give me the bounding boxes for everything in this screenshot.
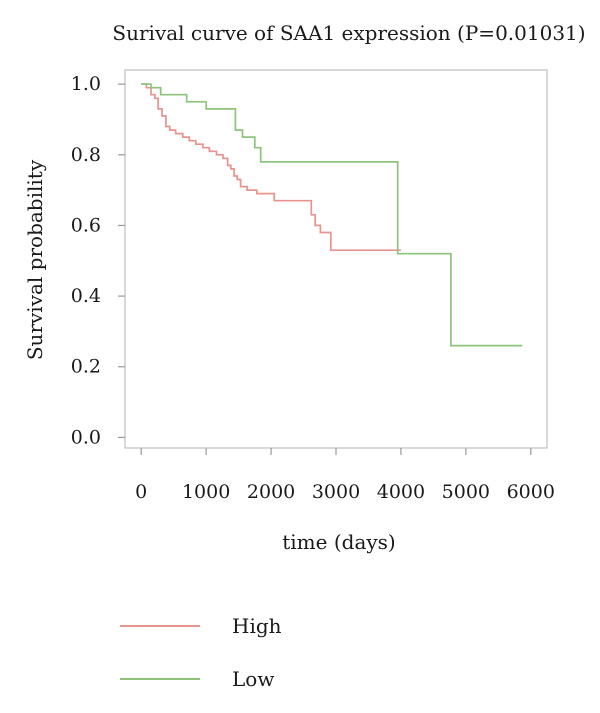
y-tick-label: 0.0 [71, 426, 101, 448]
x-tick-label: 0 [135, 481, 147, 503]
chart-title: Surival curve of SAA1 expression (P=0.01… [112, 21, 585, 45]
x-axis: 0 1000 2000 3000 4000 5000 6000 [135, 448, 555, 503]
x-tick-label: 5000 [442, 481, 490, 503]
x-tick-label: 6000 [507, 481, 555, 503]
plot-frame [124, 69, 548, 449]
y-axis-label: Survival probability [23, 159, 47, 360]
series-layer [141, 83, 523, 347]
legend-label-high: High [232, 614, 282, 638]
y-axis: 0.0 0.2 0.4 0.6 0.8 1.0 [71, 73, 125, 448]
y-tick-label: 0.4 [71, 285, 101, 307]
x-tick-label: 1000 [182, 481, 230, 503]
series-line-high [141, 83, 401, 252]
legend-label-low: Low [232, 667, 274, 691]
x-tick-label: 2000 [247, 481, 295, 503]
x-tick-label: 4000 [377, 481, 425, 503]
y-tick-label: 0.6 [71, 214, 101, 236]
x-axis-label: time (days) [282, 530, 396, 554]
legend: High Low [120, 614, 282, 691]
series-line-low [141, 83, 523, 347]
y-tick-label: 0.8 [71, 144, 101, 166]
x-tick-label: 3000 [312, 481, 360, 503]
y-tick-label: 1.0 [71, 73, 101, 95]
y-tick-label: 0.2 [71, 356, 101, 378]
